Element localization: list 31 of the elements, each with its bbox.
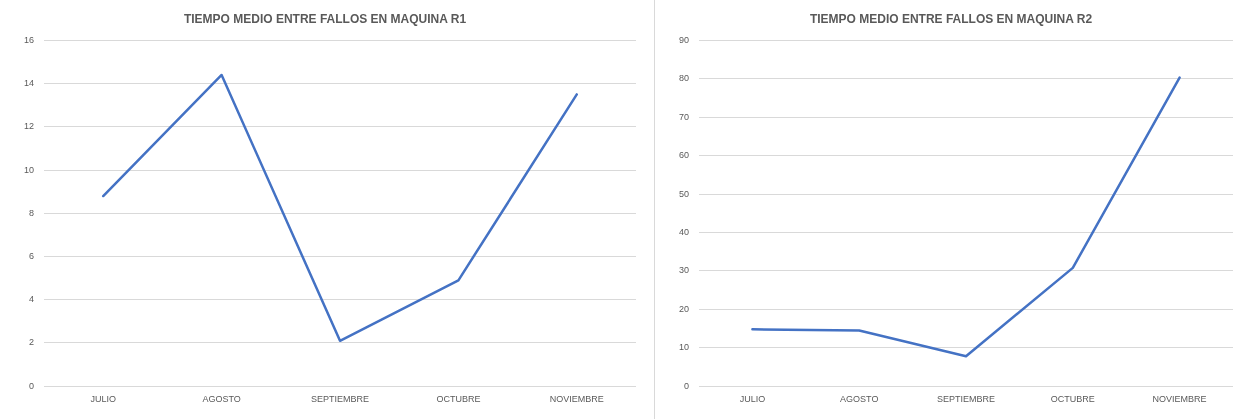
y-tick-label: 0 <box>29 380 35 391</box>
y-tick-label: 14 <box>24 78 35 89</box>
y-tick-label: 0 <box>684 380 690 391</box>
y-tick-label: 8 <box>29 207 35 218</box>
x-tick-label: JULIO <box>739 394 766 405</box>
chart-title: TIEMPO MEDIO ENTRE FALLOS EN MAQUINA R2 <box>809 11 1093 26</box>
x-tick-label: NOVIEMBRE <box>1152 394 1207 405</box>
x-tick-label: JULIO <box>90 394 116 405</box>
x-tick-label: OCTUBRE <box>436 394 481 405</box>
y-tick-label: 50 <box>679 188 690 199</box>
y-tick-label: 80 <box>679 73 690 84</box>
y-tick-label: 40 <box>679 227 690 237</box>
x-tick-label: AGOSTO <box>202 394 241 405</box>
y-tick-label: 2 <box>29 337 35 348</box>
x-tick-label: OCTUBRE <box>1050 394 1095 405</box>
y-tick-label: 10 <box>24 164 35 175</box>
chart-title: TIEMPO MEDIO ENTRE FALLOS EN MAQUINA R1 <box>183 11 467 26</box>
y-tick-label: 4 <box>29 294 35 305</box>
x-tick-label: AGOSTO <box>840 394 879 405</box>
x-tick-label: SEPTIEMBRE <box>937 394 996 405</box>
y-tick-label: 12 <box>24 121 35 132</box>
y-tick-label: 60 <box>679 150 690 161</box>
x-tick-label: NOVIEMBRE <box>549 394 604 405</box>
y-tick-label: 20 <box>679 303 690 314</box>
y-tick-label: 90 <box>679 34 690 45</box>
y-tick-label: 70 <box>679 111 690 122</box>
y-tick-label: 6 <box>29 251 35 262</box>
y-tick-label: 30 <box>679 265 690 276</box>
y-tick-label: 10 <box>679 342 690 353</box>
x-tick-label: SEPTIEMBRE <box>311 394 370 405</box>
y-tick-label: 16 <box>24 34 35 45</box>
